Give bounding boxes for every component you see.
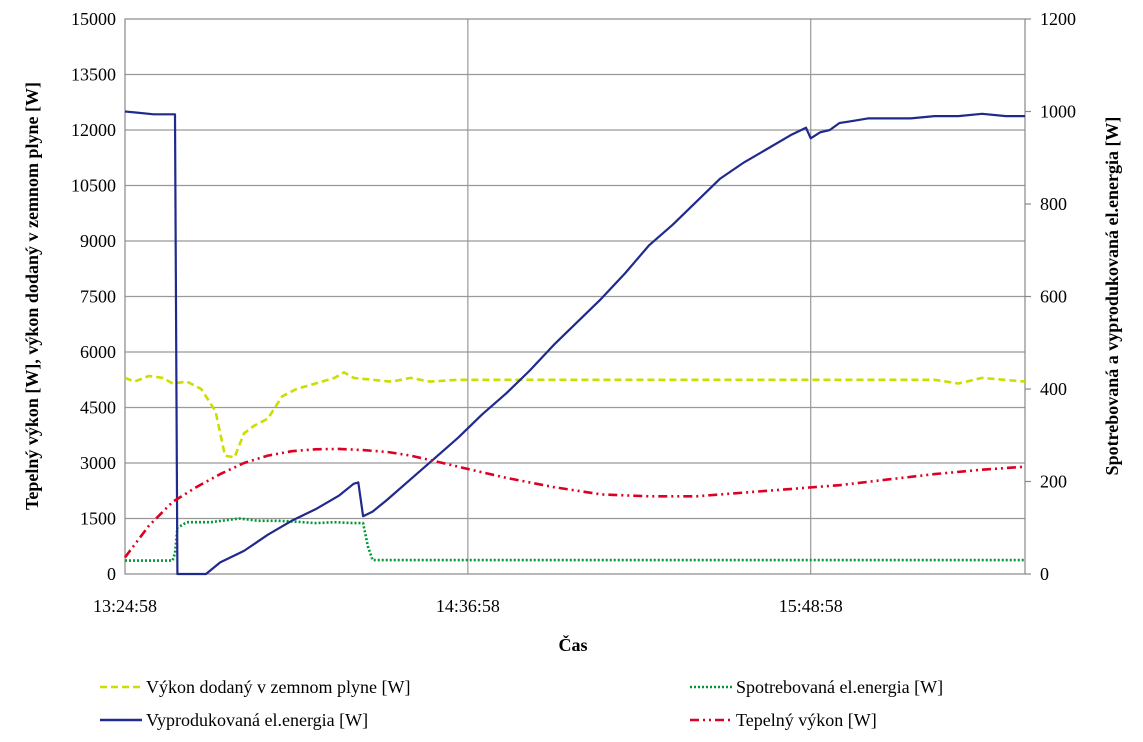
legend: Výkon dodaný v zemnom plyne [W] Spotrebov… (100, 677, 943, 730)
x-tick-label: 13:24:58 (93, 596, 157, 616)
legend-label: Spotrebovaná el.energia [W] (736, 677, 943, 697)
x-axis-ticks: 13:24:58 14:36:58 15:48:58 (93, 596, 843, 616)
left-y-tick-label: 9000 (80, 231, 116, 251)
series-line (123, 447, 1026, 559)
left-y-tick-label: 12000 (71, 120, 116, 140)
legend-label: Vyprodukovaná el.energia [W] (146, 710, 368, 730)
right-y-tick-label: 400 (1040, 379, 1067, 399)
left-y-tick-label: 3000 (80, 453, 116, 473)
series-line (124, 110, 1025, 576)
right-y-tick-label: 600 (1040, 287, 1067, 307)
right-y-tick-label: 800 (1040, 194, 1067, 214)
legend-label: Tepelný výkon [W] (736, 710, 877, 730)
gridlines (125, 19, 1025, 574)
left-y-tick-label: 4500 (80, 398, 116, 418)
left-y-tick-label: 13500 (71, 65, 116, 85)
right-y-axis-title: Spotrebovaná a vyprodukovaná el.energia … (1102, 117, 1122, 476)
x-tick-label: 15:48:58 (779, 596, 843, 616)
left-y-tick-label: 10500 (71, 176, 116, 196)
right-y-tick-label: 0 (1040, 564, 1049, 584)
series-line (124, 371, 1026, 459)
right-y-tick-label: 1200 (1040, 9, 1076, 29)
right-y-tick-label: 1000 (1040, 102, 1076, 122)
left-y-tick-label: 7500 (80, 287, 116, 307)
left-y-axis-ticks: 0 1500 3000 4500 6000 7500 9000 10500 12000 13500… (71, 9, 116, 584)
left-y-axis-title: Tepelný výkon [W], výkon dodaný v zemnom… (22, 82, 42, 510)
right-y-axis-ticks: 0 200 400 600 800 1000 1200 (1025, 9, 1076, 584)
left-y-tick-label: 0 (107, 564, 116, 584)
left-y-tick-label: 15000 (71, 9, 116, 29)
x-axis-title: Čas (558, 634, 587, 655)
right-y-tick-label: 200 (1040, 472, 1067, 492)
data-series (123, 110, 1026, 576)
legend-label: Výkon dodaný v zemnom plyne [W] (146, 677, 410, 697)
left-y-tick-label: 6000 (80, 342, 116, 362)
x-tick-label: 14:36:58 (436, 596, 500, 616)
left-y-tick-label: 1500 (80, 509, 116, 529)
